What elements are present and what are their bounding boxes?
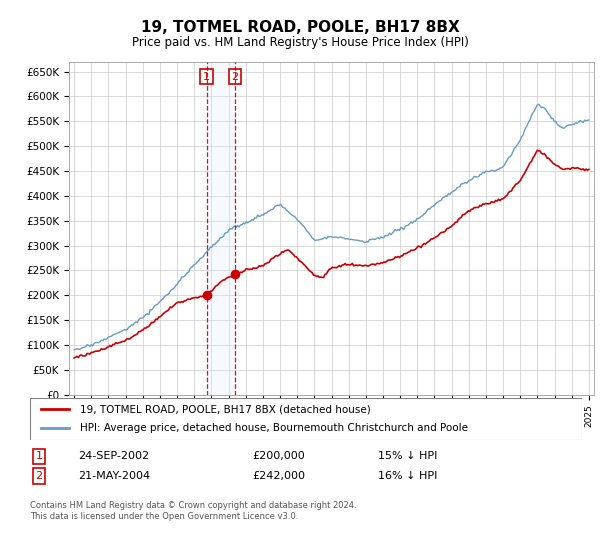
Text: HPI: Average price, detached house, Bournemouth Christchurch and Poole: HPI: Average price, detached house, Bour… (80, 423, 467, 433)
Text: Contains HM Land Registry data © Crown copyright and database right 2024.
This d: Contains HM Land Registry data © Crown c… (30, 501, 356, 521)
Text: 21-MAY-2004: 21-MAY-2004 (78, 471, 150, 481)
Text: £200,000: £200,000 (252, 451, 305, 461)
Text: 19, TOTMEL ROAD, POOLE, BH17 8BX: 19, TOTMEL ROAD, POOLE, BH17 8BX (140, 20, 460, 35)
Text: 19, TOTMEL ROAD, POOLE, BH17 8BX (detached house): 19, TOTMEL ROAD, POOLE, BH17 8BX (detach… (80, 404, 370, 414)
Text: 1: 1 (35, 451, 43, 461)
Text: 2: 2 (232, 72, 239, 82)
Bar (207, 62, 235, 395)
FancyBboxPatch shape (30, 398, 582, 440)
Text: £242,000: £242,000 (252, 471, 305, 481)
Text: 15% ↓ HPI: 15% ↓ HPI (378, 451, 437, 461)
Text: 24-SEP-2002: 24-SEP-2002 (78, 451, 149, 461)
Text: 16% ↓ HPI: 16% ↓ HPI (378, 471, 437, 481)
Text: Price paid vs. HM Land Registry's House Price Index (HPI): Price paid vs. HM Land Registry's House … (131, 36, 469, 49)
Text: 1: 1 (203, 72, 210, 82)
Text: 2: 2 (35, 471, 43, 481)
